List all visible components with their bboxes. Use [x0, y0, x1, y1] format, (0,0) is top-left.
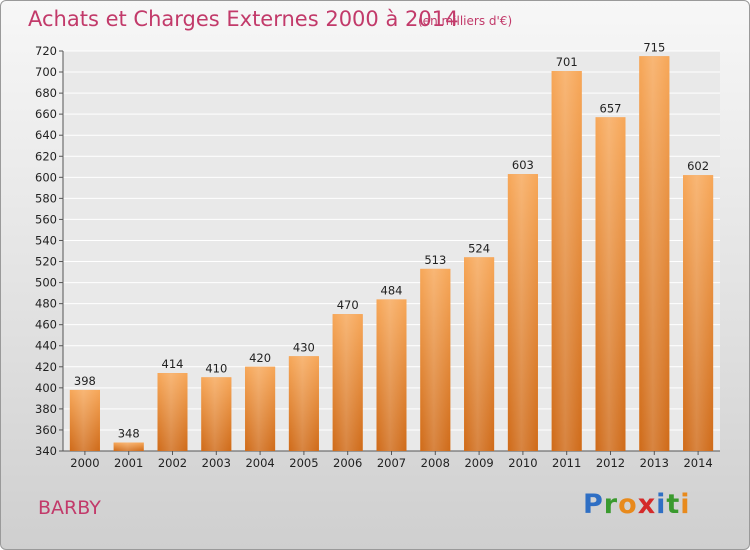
y-tick-label: 560: [35, 212, 57, 226]
y-tick-label: 700: [35, 65, 57, 79]
y-tick-label: 380: [35, 402, 57, 416]
bar-highlight: [683, 175, 714, 452]
logo-letter: P: [583, 489, 604, 520]
bar-value-label: 470: [337, 298, 359, 312]
bar-highlight: [113, 442, 144, 451]
y-tick-label: 640: [35, 128, 57, 142]
y-tick-label: 520: [35, 255, 57, 269]
bar-value-label: 410: [205, 361, 227, 375]
y-tick-label: 720: [35, 44, 57, 58]
bar-highlight: [376, 299, 407, 451]
y-tick-label: 460: [35, 318, 57, 332]
bar-highlight: [288, 356, 319, 451]
y-tick-label: 600: [35, 170, 57, 184]
bar-value-label: 602: [687, 159, 709, 173]
y-tick-label: 620: [35, 149, 57, 163]
logo-letter: o: [618, 489, 638, 520]
x-tick-label: 2014: [683, 456, 712, 470]
x-tick-label: 2000: [70, 456, 99, 470]
x-tick-label: 2013: [640, 456, 669, 470]
bar-value-label: 484: [381, 283, 403, 297]
bar-value-label: 430: [293, 340, 315, 354]
bar-value-label: 603: [512, 158, 534, 172]
bar-highlight: [639, 56, 670, 452]
x-tick-label: 2012: [596, 456, 625, 470]
x-tick-label: 2007: [377, 456, 406, 470]
logo-letter: i: [656, 489, 667, 520]
bar-value-label: 348: [118, 427, 140, 441]
y-tick-label: 340: [35, 444, 57, 458]
bar-highlight: [595, 117, 626, 451]
bar-value-label: 513: [424, 253, 446, 267]
x-tick-label: 2002: [158, 456, 187, 470]
x-tick-label: 2009: [464, 456, 493, 470]
bar-highlight: [69, 389, 100, 451]
bar-highlight: [464, 257, 495, 451]
logo-letter: r: [603, 489, 619, 520]
commune-name: BARBY: [38, 497, 101, 519]
bar-value-label: 398: [74, 374, 96, 388]
x-tick-label: 2010: [508, 456, 537, 470]
y-tick-label: 500: [35, 276, 57, 290]
y-tick-label: 420: [35, 360, 57, 374]
bar-value-label: 715: [643, 40, 665, 54]
logo-letter: i: [680, 489, 691, 520]
y-tick-label: 680: [35, 86, 57, 100]
bar-highlight: [420, 268, 451, 451]
bar-highlight: [332, 314, 363, 451]
bar-value-label: 414: [162, 357, 184, 371]
x-tick-label: 2011: [552, 456, 581, 470]
x-tick-label: 2001: [114, 456, 143, 470]
chart-unit: (en milliers d'€): [418, 14, 513, 28]
bar-value-label: 524: [468, 241, 490, 255]
x-tick-label: 2008: [421, 456, 450, 470]
y-tick-label: 580: [35, 191, 57, 205]
bar-value-label: 657: [600, 101, 622, 115]
bar-highlight: [157, 373, 188, 451]
logo-letter: t: [666, 489, 681, 520]
y-tick-label: 360: [35, 423, 57, 437]
chart-title: Achats et Charges Externes 2000 à 2014: [28, 7, 459, 31]
x-tick-label: 2005: [289, 456, 318, 470]
proxiti-logo: Proxiti: [583, 489, 691, 520]
y-tick-label: 400: [35, 381, 57, 395]
y-tick-label: 480: [35, 297, 57, 311]
x-tick-label: 2006: [333, 456, 362, 470]
bar-highlight: [507, 174, 538, 451]
x-tick-label: 2004: [245, 456, 274, 470]
bar-value-label: 420: [249, 351, 271, 365]
logo-letter: x: [637, 489, 657, 520]
y-tick-label: 660: [35, 107, 57, 121]
bar-value-label: 701: [556, 55, 578, 69]
bar-highlight: [201, 377, 232, 451]
bar-highlight: [245, 366, 276, 451]
bar-highlight: [551, 71, 582, 451]
y-tick-label: 540: [35, 233, 57, 247]
x-tick-label: 2003: [202, 456, 231, 470]
y-tick-label: 440: [35, 339, 57, 353]
